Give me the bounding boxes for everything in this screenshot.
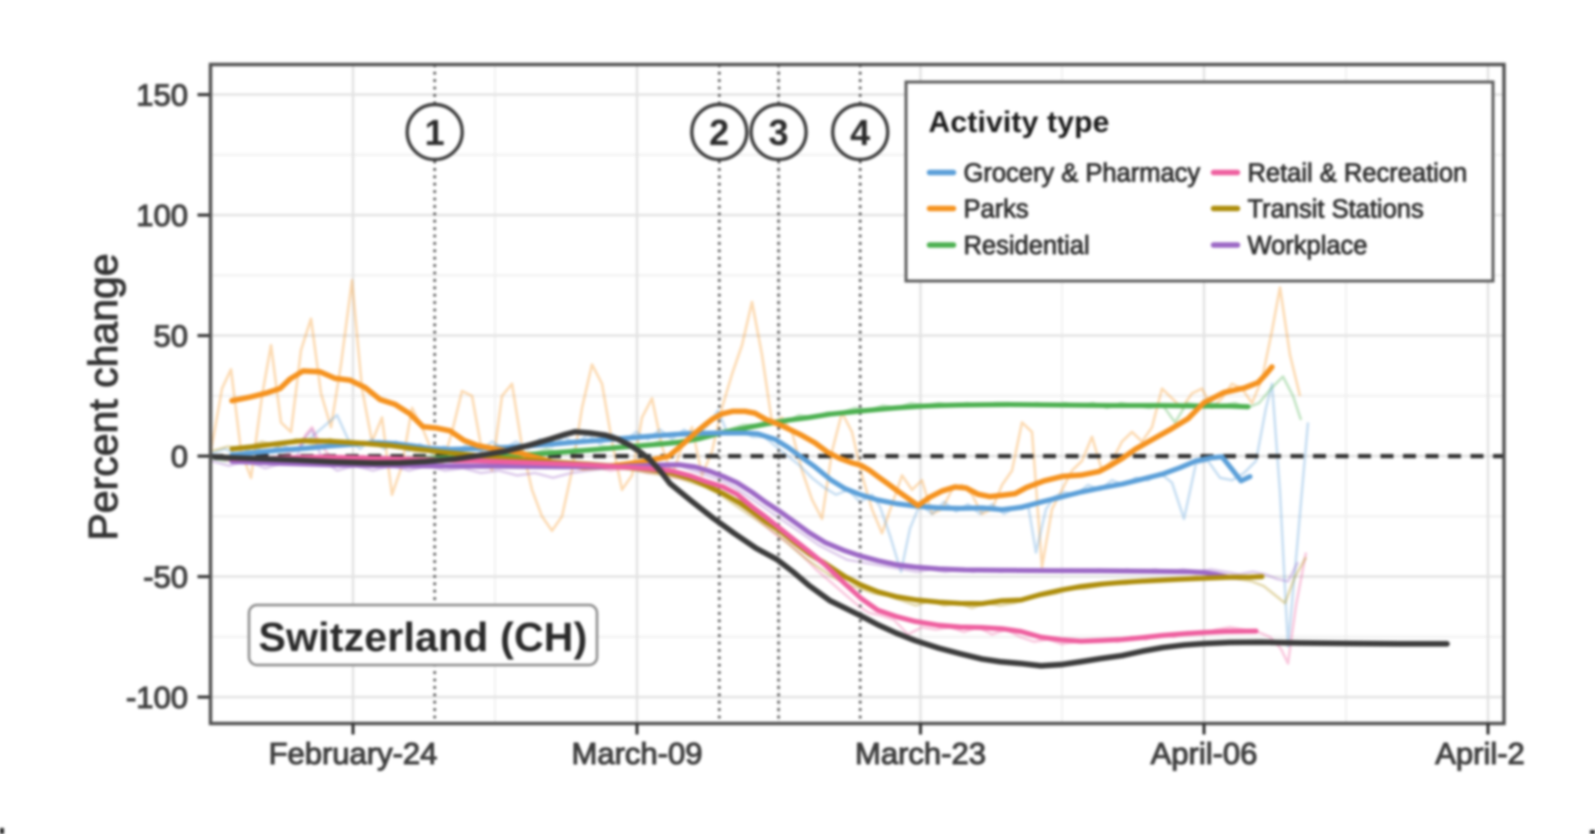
svg-text:Retail & Recreation: Retail & Recreation [1248, 160, 1468, 188]
svg-text:Switzerland (CH): Switzerland (CH) [259, 614, 588, 660]
svg-text:2: 2 [709, 112, 729, 153]
svg-text:Workplace: Workplace [1248, 232, 1368, 260]
svg-text:100: 100 [136, 198, 188, 233]
svg-text:Percent change: Percent change [80, 253, 126, 540]
svg-text:Transit Stations: Transit Stations [1248, 196, 1424, 224]
svg-text:1: 1 [425, 112, 445, 153]
svg-text:-50: -50 [143, 560, 188, 595]
svg-text:April-2: April-2 [1435, 736, 1525, 771]
svg-text:March-23: March-23 [855, 736, 986, 771]
svg-text:50: 50 [154, 319, 188, 354]
svg-text:-100: -100 [126, 680, 188, 715]
svg-text:Residential: Residential [964, 232, 1090, 260]
svg-text:Grocery & Pharmacy: Grocery & Pharmacy [964, 160, 1201, 188]
svg-text:0: 0 [171, 439, 188, 474]
svg-text:Parks: Parks [964, 196, 1029, 224]
svg-text:4: 4 [850, 112, 870, 153]
svg-text:April-06: April-06 [1151, 736, 1258, 771]
svg-text:3: 3 [768, 112, 788, 153]
svg-text:March-09: March-09 [572, 736, 703, 771]
svg-text:February-24: February-24 [269, 736, 438, 771]
svg-text:Activity type: Activity type [929, 106, 1110, 139]
svg-text:150: 150 [136, 78, 188, 113]
